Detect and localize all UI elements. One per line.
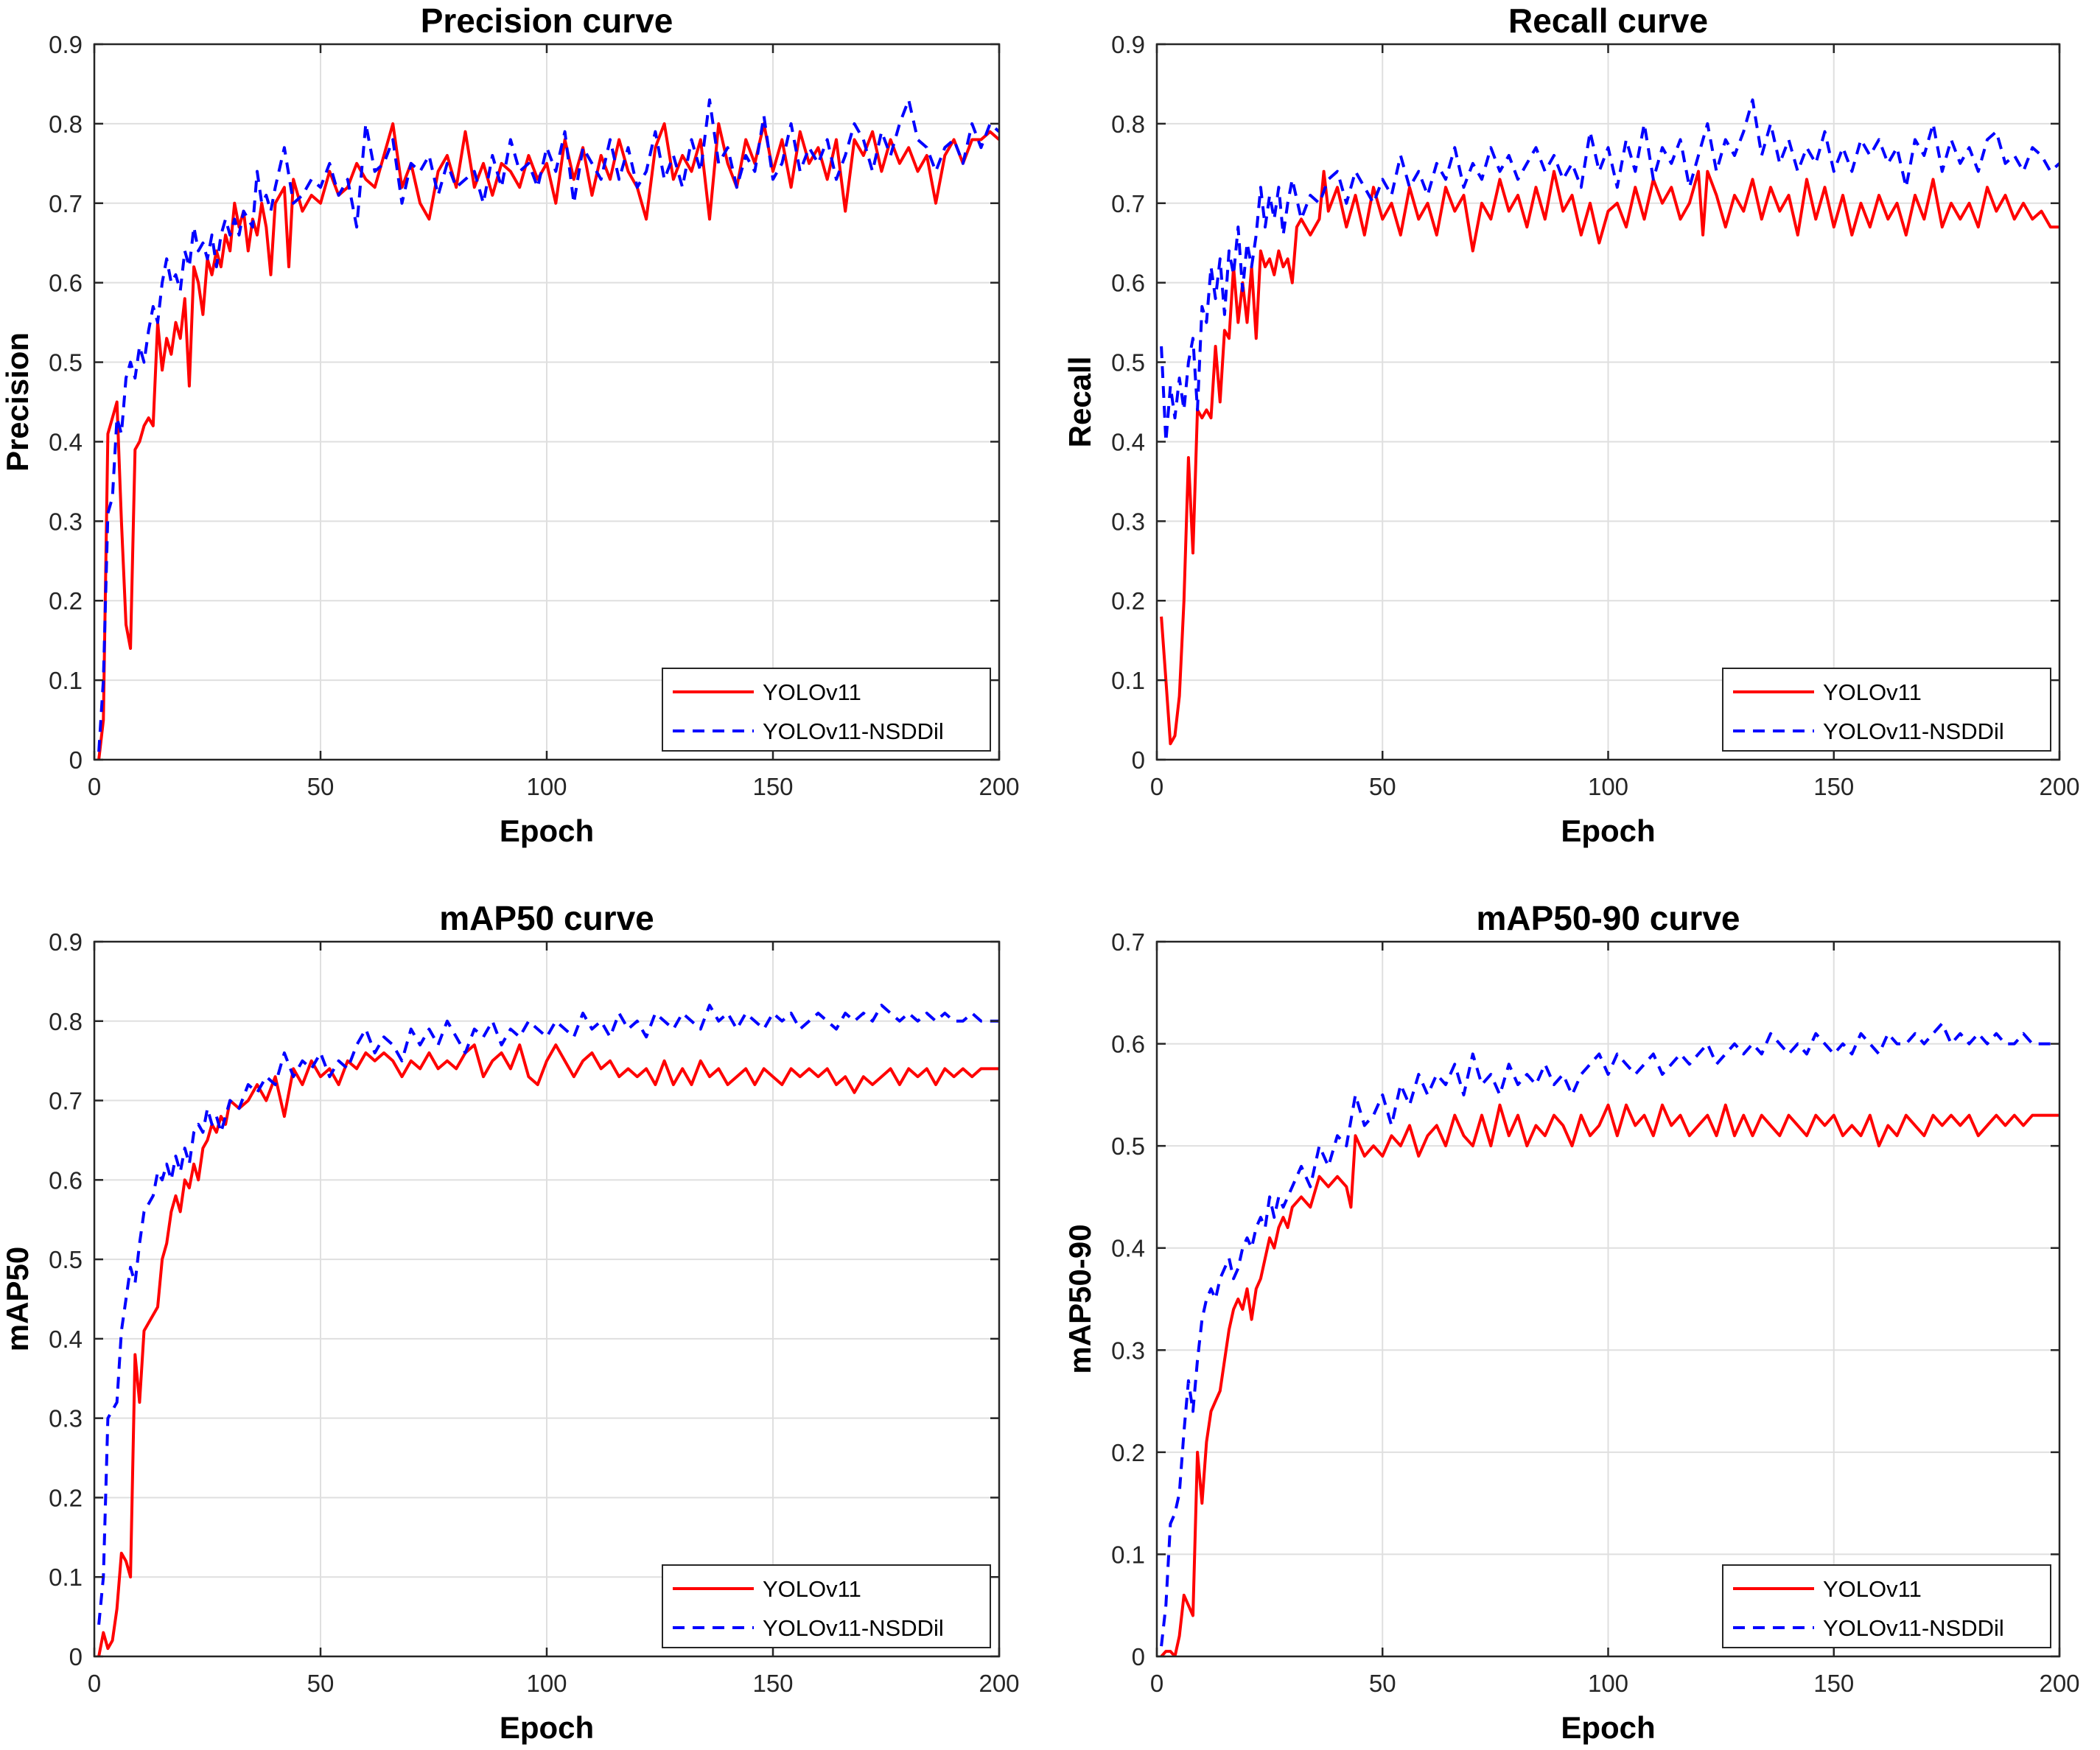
x-tick-label: 0 — [88, 773, 101, 800]
y-tick-label: 0.2 — [49, 1484, 83, 1511]
y-tick-label: 0.8 — [49, 111, 83, 138]
series-line-yolov11-nsddil — [97, 98, 999, 752]
legend: YOLOv11 YOLOv11-NSDDil — [662, 1564, 991, 1648]
x-axis-label: Epoch — [500, 813, 594, 848]
x-tick-label: 100 — [1588, 773, 1628, 800]
x-tick-label: 150 — [1813, 1670, 1854, 1697]
series-line-yolov11-nsddil — [97, 1004, 999, 1625]
y-axis-label: mAP50 — [0, 1247, 35, 1351]
y-tick-label: 0.7 — [1111, 928, 1145, 956]
legend-box — [662, 1564, 991, 1648]
legend-label: YOLOv11 — [1823, 1576, 1922, 1602]
legend-label: YOLOv11-NSDDil — [763, 1615, 944, 1641]
legend: YOLOv11 YOLOv11-NSDDil — [1722, 668, 2051, 752]
series-line-yolov11 — [97, 1043, 999, 1656]
x-axis-label: Epoch — [1561, 813, 1655, 848]
x-tick-label: 50 — [1369, 1670, 1396, 1697]
chart-0: 0 50 100 150 200 0 0.1 0.2 0.3 0.4 0.5 0.6 0.7 0.8 0.9… — [0, 1, 1020, 848]
y-tick-label: 0.7 — [49, 1088, 83, 1115]
y-tick-label: 0.9 — [1111, 31, 1145, 58]
y-tick-label: 0.7 — [49, 190, 83, 217]
y-tick-label: 0.6 — [1111, 270, 1145, 297]
legend-box — [1722, 1564, 2051, 1648]
y-axis-label: Recall — [1063, 357, 1097, 448]
chart-2: 0 50 100 150 200 0 0.1 0.2 0.3 0.4 0.5 0.6 0.7 0.8 0.9… — [0, 899, 1020, 1745]
x-tick-label: 200 — [979, 773, 1019, 800]
x-tick-label: 150 — [752, 1670, 793, 1697]
chart-title: Precision curve — [421, 1, 673, 40]
x-tick-label: 150 — [752, 773, 793, 800]
x-tick-label: 200 — [979, 1670, 1019, 1697]
y-tick-label: 0.4 — [49, 428, 83, 455]
y-tick-label: 0.2 — [1111, 587, 1145, 615]
y-tick-label: 0.4 — [1111, 428, 1145, 455]
x-tick-label: 50 — [307, 773, 335, 800]
y-tick-label: 0.6 — [1111, 1031, 1145, 1058]
legend-box — [662, 668, 991, 752]
y-tick-label: 0.1 — [49, 667, 83, 694]
y-tick-label: 0 — [1132, 746, 1145, 774]
y-tick-label: 0.4 — [49, 1326, 83, 1353]
y-tick-label: 0.1 — [49, 1564, 83, 1591]
x-tick-label: 0 — [1150, 1670, 1163, 1697]
legend-label: YOLOv11 — [763, 1576, 861, 1602]
series-line-yolov11 — [1160, 169, 2059, 746]
x-tick-label: 100 — [526, 1670, 567, 1697]
y-tick-label: 0.4 — [1111, 1235, 1145, 1262]
chart-title: mAP50-90 curve — [1477, 899, 1740, 937]
y-tick-label: 0.1 — [1111, 1541, 1145, 1568]
x-tick-label: 100 — [526, 773, 567, 800]
legend-label: YOLOv11-NSDDil — [1823, 718, 2004, 744]
y-tick-label: 0.8 — [1111, 111, 1145, 138]
legend-label: YOLOv11 — [1823, 679, 1922, 705]
y-tick-label: 0 — [69, 1643, 83, 1670]
y-axis-label: Precision — [0, 332, 35, 472]
y-tick-label: 0.5 — [1111, 1133, 1145, 1160]
y-tick-label: 0.3 — [1111, 508, 1145, 535]
y-axis-label: mAP50-90 — [1063, 1224, 1097, 1373]
x-tick-label: 0 — [1150, 773, 1163, 800]
x-axis-label: Epoch — [500, 1710, 594, 1745]
legend-label: YOLOv11 — [763, 679, 861, 705]
x-tick-label: 200 — [2039, 1670, 2079, 1697]
x-tick-label: 50 — [307, 1670, 335, 1697]
legend-box — [1722, 668, 2051, 752]
legend-label: YOLOv11-NSDDil — [1823, 1615, 2004, 1641]
y-tick-label: 0.5 — [1111, 349, 1145, 377]
y-tick-label: 0.5 — [49, 349, 83, 377]
y-tick-label: 0.2 — [49, 587, 83, 615]
y-tick-label: 0.2 — [1111, 1439, 1145, 1466]
series-line-yolov11 — [97, 122, 999, 760]
chart-title: mAP50 curve — [439, 899, 654, 937]
y-tick-label: 0.1 — [1111, 667, 1145, 694]
y-tick-label: 0.9 — [49, 928, 83, 956]
legend: YOLOv11 YOLOv11-NSDDil — [1722, 1564, 2051, 1648]
x-tick-label: 200 — [2039, 773, 2079, 800]
y-tick-label: 0.7 — [1111, 190, 1145, 217]
y-tick-label: 0.3 — [1111, 1337, 1145, 1364]
y-tick-label: 0.6 — [49, 1166, 83, 1194]
x-tick-label: 0 — [88, 1670, 101, 1697]
y-tick-label: 0.8 — [49, 1008, 83, 1035]
x-tick-label: 100 — [1588, 1670, 1628, 1697]
x-tick-label: 50 — [1369, 773, 1396, 800]
y-tick-label: 0.3 — [49, 508, 83, 535]
y-tick-label: 0.5 — [49, 1246, 83, 1273]
chart-3: 0 50 100 150 200 0 0.1 0.2 0.3 0.4 0.5 0.6 0.7 mAP50-… — [1063, 899, 2080, 1745]
y-tick-label: 0.3 — [49, 1405, 83, 1432]
x-tick-label: 150 — [1813, 773, 1854, 800]
chart-title: Recall curve — [1508, 1, 1708, 40]
chart-1: 0 50 100 150 200 0 0.1 0.2 0.3 0.4 0.5 0.6 0.7 0.8 0.9… — [1063, 1, 2080, 848]
legend: YOLOv11 YOLOv11-NSDDil — [662, 668, 991, 752]
x-axis-label: Epoch — [1561, 1710, 1655, 1745]
y-tick-label: 0.6 — [49, 270, 83, 297]
y-tick-label: 0 — [69, 746, 83, 774]
series-line-yolov11-nsddil — [1160, 1021, 2059, 1647]
y-tick-label: 0.9 — [49, 31, 83, 58]
legend-label: YOLOv11-NSDDil — [763, 718, 944, 744]
y-tick-label: 0 — [1132, 1643, 1145, 1670]
series-line-yolov11 — [1160, 1103, 2059, 1656]
